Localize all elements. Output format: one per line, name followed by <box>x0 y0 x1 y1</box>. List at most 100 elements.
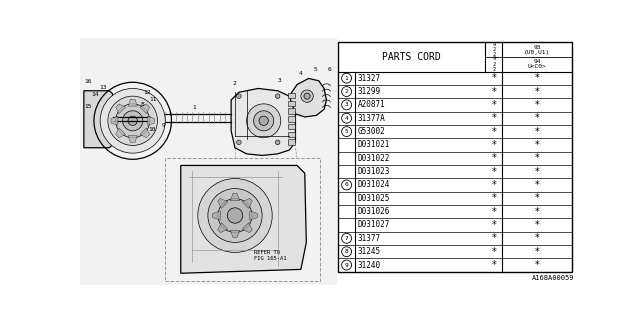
Circle shape <box>116 104 150 138</box>
Text: A20871: A20871 <box>358 100 385 109</box>
Text: *: * <box>535 100 540 110</box>
Text: *: * <box>535 207 540 217</box>
Polygon shape <box>212 211 220 220</box>
Text: *: * <box>492 207 496 217</box>
Text: 4: 4 <box>345 116 348 121</box>
Polygon shape <box>289 78 326 117</box>
Text: *: * <box>492 113 496 123</box>
Circle shape <box>342 247 351 257</box>
Polygon shape <box>242 223 252 233</box>
Text: *: * <box>492 167 496 177</box>
Circle shape <box>342 260 351 270</box>
Bar <box>288 116 294 122</box>
Circle shape <box>275 140 280 145</box>
Circle shape <box>128 116 138 125</box>
Text: *: * <box>535 233 540 243</box>
Text: REFER TO
FIG 165-A1: REFER TO FIG 165-A1 <box>254 250 287 261</box>
Text: *: * <box>492 180 496 190</box>
Circle shape <box>259 116 268 125</box>
Text: 16: 16 <box>84 79 92 84</box>
Text: 1: 1 <box>193 105 196 110</box>
Text: 10: 10 <box>148 127 156 132</box>
Text: 11: 11 <box>150 97 157 102</box>
Circle shape <box>246 104 281 138</box>
Text: D031025: D031025 <box>358 194 390 203</box>
Text: D031023: D031023 <box>358 167 390 176</box>
Polygon shape <box>140 104 150 114</box>
Circle shape <box>237 140 241 145</box>
Text: 13: 13 <box>99 85 107 90</box>
Text: *: * <box>535 140 540 150</box>
Text: 31327: 31327 <box>358 74 381 83</box>
Text: 1: 1 <box>345 76 348 81</box>
Bar <box>288 139 294 145</box>
Text: 9
2
2: 9 2 2 <box>492 56 495 72</box>
Polygon shape <box>180 165 307 273</box>
Polygon shape <box>147 116 154 125</box>
Text: D031021: D031021 <box>358 140 390 149</box>
Bar <box>288 132 294 137</box>
Text: 31245: 31245 <box>358 247 381 256</box>
Polygon shape <box>250 211 257 220</box>
Text: *: * <box>492 153 496 163</box>
Text: 31377A: 31377A <box>358 114 385 123</box>
Circle shape <box>342 113 351 123</box>
Text: 15: 15 <box>84 104 92 109</box>
Text: *: * <box>535 193 540 203</box>
Circle shape <box>218 198 252 232</box>
Text: 5: 5 <box>314 67 318 72</box>
Text: 9
2
2: 9 2 2 <box>492 42 495 58</box>
Text: *: * <box>492 220 496 230</box>
Circle shape <box>208 188 262 243</box>
Bar <box>288 124 294 129</box>
Polygon shape <box>128 135 138 142</box>
Polygon shape <box>116 128 125 138</box>
Text: *: * <box>492 193 496 203</box>
Text: *: * <box>535 167 540 177</box>
Text: 2: 2 <box>233 81 236 86</box>
Text: G53002: G53002 <box>358 127 385 136</box>
Circle shape <box>237 94 241 99</box>
Circle shape <box>342 233 351 243</box>
Text: *: * <box>535 127 540 137</box>
Bar <box>288 93 294 99</box>
Circle shape <box>342 100 351 110</box>
Text: *: * <box>492 100 496 110</box>
Polygon shape <box>242 198 252 208</box>
Text: 12: 12 <box>143 90 151 95</box>
Polygon shape <box>128 99 138 106</box>
Text: D031024: D031024 <box>358 180 390 189</box>
Circle shape <box>342 87 351 96</box>
Polygon shape <box>111 116 118 125</box>
Text: *: * <box>492 73 496 83</box>
Circle shape <box>275 94 280 99</box>
Text: 3: 3 <box>345 102 348 108</box>
Text: *: * <box>492 247 496 257</box>
Text: 31240: 31240 <box>358 260 381 269</box>
Text: *: * <box>492 127 496 137</box>
Text: 7: 7 <box>345 236 348 241</box>
Text: *: * <box>535 153 540 163</box>
Circle shape <box>253 111 274 131</box>
Text: *: * <box>535 73 540 83</box>
Text: 6: 6 <box>328 67 332 72</box>
Polygon shape <box>230 193 239 201</box>
Text: 31377: 31377 <box>358 234 381 243</box>
Text: *: * <box>535 260 540 270</box>
Text: 9: 9 <box>161 123 165 128</box>
Text: D031027: D031027 <box>358 220 390 229</box>
Bar <box>80 38 337 285</box>
Circle shape <box>108 96 157 145</box>
Text: *: * <box>535 86 540 97</box>
Text: *: * <box>492 233 496 243</box>
Text: 4: 4 <box>298 71 302 76</box>
Circle shape <box>123 111 143 131</box>
Circle shape <box>342 73 351 83</box>
Bar <box>288 101 294 106</box>
Text: *: * <box>535 113 540 123</box>
Circle shape <box>342 127 351 137</box>
Polygon shape <box>230 230 239 238</box>
Bar <box>338 42 572 272</box>
Text: 6: 6 <box>345 182 348 188</box>
Text: *: * <box>535 180 540 190</box>
